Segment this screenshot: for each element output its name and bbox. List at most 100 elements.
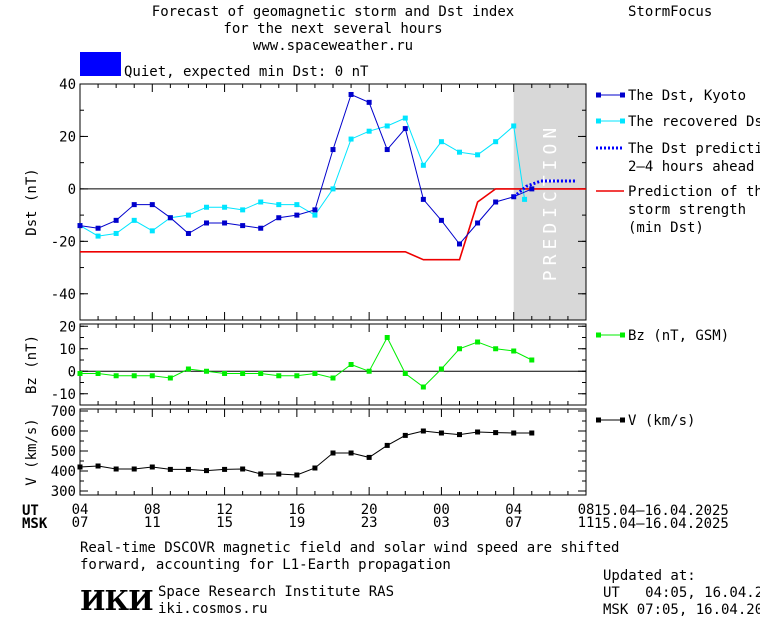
data-point-bz — [204, 368, 209, 374]
x-tick-label-msk: 11 — [144, 515, 161, 531]
data-point-bz — [258, 371, 264, 376]
data-point-bz — [384, 335, 390, 340]
chart-title-line2: for the next several hours — [223, 21, 443, 37]
data-point-recovered-dst — [240, 207, 246, 213]
series-line-storm-strength — [80, 188, 586, 261]
data-point-bz — [149, 373, 155, 379]
data-point-dst-kyoto — [529, 186, 535, 192]
data-point-dst-kyoto — [185, 230, 191, 236]
data-point-bz — [348, 362, 354, 367]
legend-label-bz: Bz (nT, GSM) — [628, 328, 729, 344]
data-point-bz — [402, 371, 408, 376]
x-tick-label-msk: 11 — [578, 515, 595, 531]
data-point-bz — [475, 339, 481, 345]
data-point-dst-kyoto — [438, 217, 444, 223]
x-tick-label-ut: 04 — [505, 502, 522, 518]
y-tick-label-dst: 0 — [68, 182, 76, 198]
data-point-dst-kyoto — [402, 126, 408, 132]
legend-marker-solar-wind-speed — [596, 417, 601, 423]
legend-label-storm-strength: Prediction of the — [628, 184, 760, 200]
ut-date-range: 15.04–16.04.2025 — [594, 503, 729, 519]
data-point-bz — [167, 375, 173, 381]
x-tick-label-msk: 03 — [433, 515, 450, 531]
data-point-dst-kyoto — [131, 202, 137, 208]
data-point-bz — [222, 371, 228, 376]
x-tick-label-ut: 04 — [72, 502, 89, 518]
y-axis-label-v: V (km/s) — [24, 418, 40, 485]
data-point-solar-wind-speed — [149, 464, 155, 470]
data-point-dst-kyoto — [276, 215, 282, 221]
data-point-bz — [294, 373, 300, 379]
data-point-dst-kyoto — [384, 147, 390, 153]
data-point-recovered-dst — [149, 228, 155, 234]
footer-note-line1: Real-time DSCOVR magnetic field and sola… — [80, 540, 620, 556]
data-point-dst-kyoto — [475, 220, 481, 226]
series-line-recovered-dst — [79, 117, 526, 237]
data-point-recovered-dst — [312, 212, 318, 218]
y-axis-label-dst: Dst (nT) — [24, 168, 40, 235]
data-point-recovered-dst — [204, 204, 209, 210]
data-point-solar-wind-speed — [204, 468, 209, 474]
status-swatch — [80, 52, 121, 76]
institute-site[interactable]: iki.cosmos.ru — [158, 601, 268, 617]
panel-frame-dst — [79, 83, 587, 321]
data-point-bz — [240, 371, 246, 376]
y-tick-label-dst: -20 — [51, 234, 76, 250]
data-point-solar-wind-speed — [185, 466, 191, 472]
data-point-solar-wind-speed — [529, 430, 535, 436]
data-point-bz — [131, 373, 137, 379]
data-point-solar-wind-speed — [420, 428, 426, 434]
legend-marker-recovered-dst — [596, 118, 601, 124]
updated-ut: UT 04:05, 16.04.2025 — [603, 585, 760, 601]
prediction-shade — [513, 84, 586, 320]
data-point-dst-kyoto — [113, 217, 119, 223]
source-url[interactable]: www.spaceweather.ru — [252, 38, 414, 54]
data-point-recovered-dst — [294, 202, 300, 208]
x-tick-label-ut: 12 — [216, 502, 233, 518]
prediction-shade-label: PREDICTION — [540, 123, 561, 281]
data-point-dst-kyoto — [222, 220, 228, 226]
data-point-dst-kyoto — [457, 241, 462, 247]
data-point-solar-wind-speed — [348, 450, 354, 456]
data-point-dst-kyoto — [258, 225, 264, 231]
data-point-recovered-dst — [258, 199, 264, 205]
data-point-solar-wind-speed — [402, 432, 408, 438]
data-point-recovered-dst — [348, 136, 354, 142]
data-point-bz — [366, 368, 372, 374]
data-point-bz — [420, 384, 426, 390]
data-point-bz — [113, 373, 119, 379]
series-line-bz — [80, 336, 533, 388]
x-tick-label-ut: 08 — [578, 502, 595, 518]
data-point-dst-kyoto — [167, 215, 173, 221]
data-point-recovered-dst — [330, 186, 336, 192]
data-point-dst-kyoto — [204, 220, 209, 226]
legend-marker-bz — [596, 332, 601, 338]
data-point-bz — [330, 375, 336, 381]
series-line-dst-kyoto — [79, 93, 532, 245]
data-point-recovered-dst — [95, 233, 101, 239]
data-point-solar-wind-speed — [330, 450, 336, 456]
legend-label-storm-strength: (min Dst) — [628, 220, 704, 236]
data-point-dst-kyoto — [240, 223, 246, 229]
data-point-bz — [493, 346, 499, 352]
data-point-recovered-dst — [511, 123, 517, 129]
data-point-bz — [438, 366, 444, 372]
chart-title-line1: Forecast of geomagnetic storm and Dst in… — [151, 4, 515, 20]
data-point-recovered-dst — [438, 139, 444, 145]
data-point-dst-kyoto — [294, 212, 300, 218]
data-point-dst-kyoto — [77, 223, 83, 229]
data-point-solar-wind-speed — [475, 429, 481, 435]
legend-label-dst-kyoto: The Dst, Kyoto — [628, 88, 746, 104]
data-point-recovered-dst — [420, 162, 426, 168]
data-point-recovered-dst — [366, 128, 372, 134]
legend-marker-recovered-dst — [620, 118, 625, 124]
x-tick-label-msk: 23 — [361, 515, 378, 531]
legend-label-storm-strength: storm strength — [628, 202, 746, 218]
x-tick-label-msk: 19 — [288, 515, 305, 531]
y-tick-label-bz: 0 — [68, 364, 76, 380]
legend-marker-bz — [620, 332, 625, 338]
legend-label-solar-wind-speed: V (km/s) — [628, 413, 695, 429]
x-tick-label-ut: 00 — [433, 502, 450, 518]
data-point-recovered-dst — [457, 149, 462, 155]
data-point-recovered-dst — [493, 139, 499, 145]
